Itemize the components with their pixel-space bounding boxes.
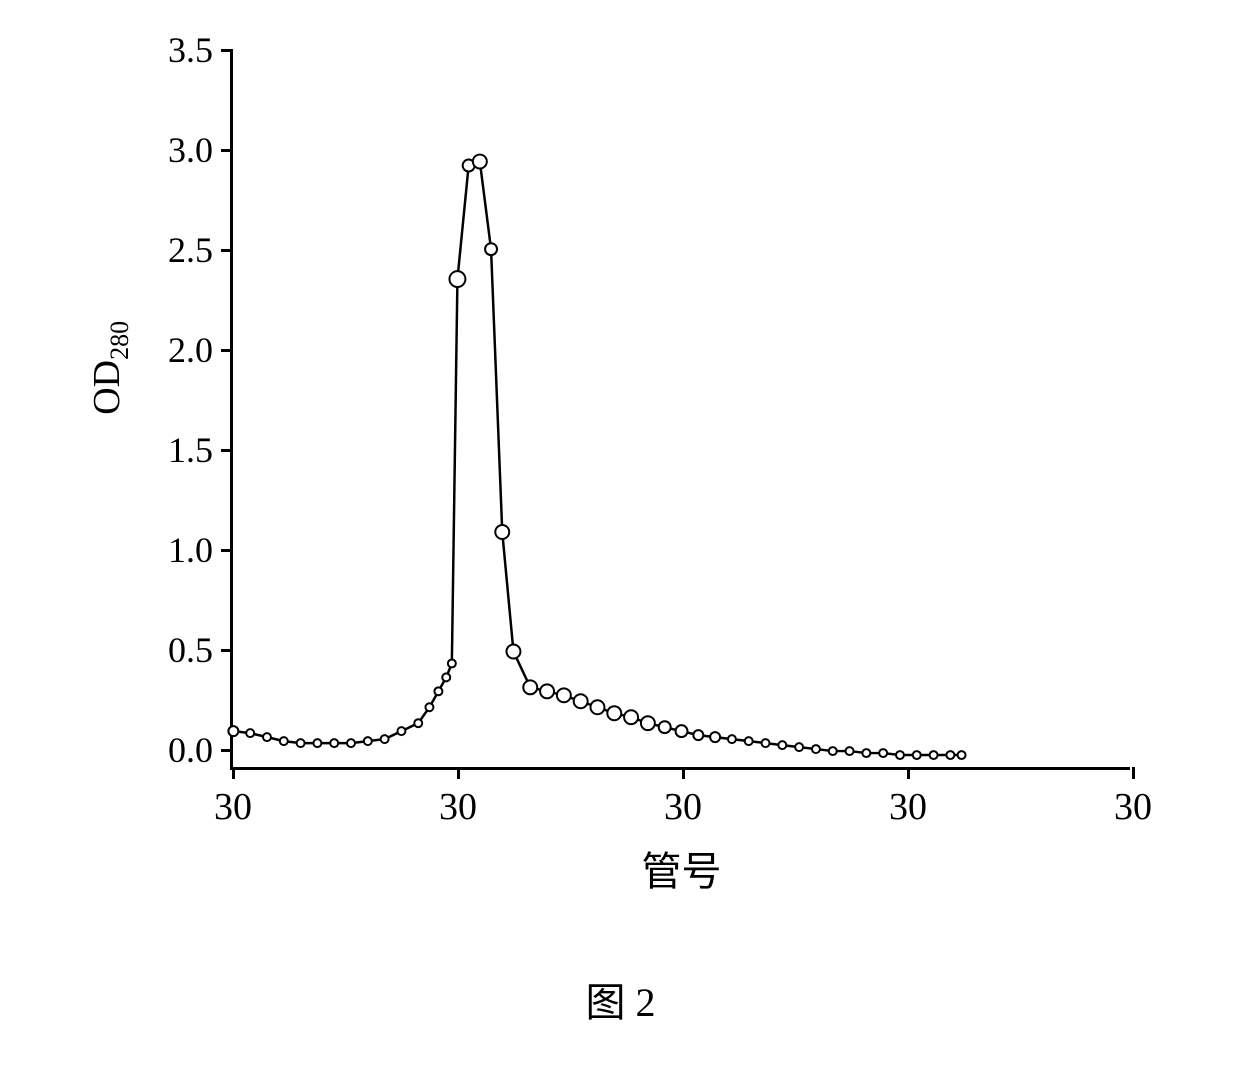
data-point xyxy=(448,659,456,667)
data-point xyxy=(624,710,638,724)
data-point xyxy=(297,739,305,747)
y-tick xyxy=(221,349,233,352)
data-point xyxy=(540,684,554,698)
y-tick xyxy=(221,49,233,52)
chart-svg xyxy=(233,50,1130,767)
data-point xyxy=(762,739,770,747)
y-tick xyxy=(221,749,233,752)
data-point xyxy=(641,716,655,730)
y-tick xyxy=(221,449,233,452)
data-point xyxy=(607,706,621,720)
data-point xyxy=(442,673,450,681)
data-point xyxy=(228,726,238,736)
data-point xyxy=(263,733,271,741)
y-tick xyxy=(221,649,233,652)
data-point xyxy=(659,721,671,733)
data-point xyxy=(495,525,509,539)
data-point xyxy=(313,739,321,747)
data-point xyxy=(574,694,588,708)
data-point xyxy=(425,703,433,711)
data-point xyxy=(795,743,803,751)
data-point xyxy=(745,737,753,745)
x-tick-label: 30 xyxy=(889,785,927,829)
y-tick-label: 1.0 xyxy=(168,529,213,571)
data-point xyxy=(381,735,389,743)
data-point xyxy=(862,749,870,757)
x-tick xyxy=(232,767,235,779)
data-point xyxy=(364,737,372,745)
data-point xyxy=(879,749,887,757)
data-point xyxy=(397,727,405,735)
x-tick xyxy=(457,767,460,779)
data-point xyxy=(449,271,465,287)
y-tick-label: 0.5 xyxy=(168,629,213,671)
y-tick xyxy=(221,549,233,552)
x-tick-label: 30 xyxy=(439,785,477,829)
data-point xyxy=(280,737,288,745)
data-point xyxy=(330,739,338,747)
data-point xyxy=(473,155,487,169)
y-tick xyxy=(221,249,233,252)
x-tick xyxy=(1132,767,1135,779)
data-point xyxy=(523,680,537,694)
data-point xyxy=(728,735,736,743)
y-tick xyxy=(221,149,233,152)
y-tick-label: 0.0 xyxy=(168,729,213,771)
data-point xyxy=(829,747,837,755)
y-tick-label: 2.0 xyxy=(168,329,213,371)
data-point xyxy=(485,243,497,255)
chart-container: OD280 管号 0.00.51.01.52.02.53.03.53030303… xyxy=(80,20,1180,870)
data-point xyxy=(778,741,786,749)
figure-label: 图 2 xyxy=(586,970,656,1028)
data-point xyxy=(676,725,688,737)
data-point xyxy=(347,739,355,747)
y-tick-label: 3.0 xyxy=(168,129,213,171)
data-point xyxy=(930,751,938,759)
data-point xyxy=(246,729,254,737)
data-point xyxy=(913,751,921,759)
y-tick-label: 1.5 xyxy=(168,429,213,471)
y-tick-label: 3.5 xyxy=(168,29,213,71)
data-point xyxy=(958,751,966,759)
x-tick xyxy=(907,767,910,779)
data-point xyxy=(812,745,820,753)
plot-area: 管号 0.00.51.01.52.02.53.03.53030303030 xyxy=(230,50,1130,770)
y-tick-label: 2.5 xyxy=(168,229,213,271)
series-line xyxy=(233,162,961,756)
x-tick-label: 30 xyxy=(214,785,252,829)
data-point xyxy=(414,719,422,727)
data-point xyxy=(846,747,854,755)
data-point xyxy=(506,645,520,659)
data-point xyxy=(946,751,954,759)
data-point xyxy=(896,751,904,759)
data-point xyxy=(693,730,703,740)
data-point xyxy=(710,732,720,742)
y-axis-title-main: OD xyxy=(86,360,128,415)
data-point xyxy=(591,700,605,714)
x-tick-label: 30 xyxy=(664,785,702,829)
x-tick xyxy=(682,767,685,779)
data-point xyxy=(434,687,442,695)
y-axis-title: OD280 xyxy=(85,321,135,415)
y-axis-title-sub: 280 xyxy=(105,321,134,360)
x-axis-title: 管号 xyxy=(642,839,722,897)
x-tick-label: 30 xyxy=(1114,785,1152,829)
data-point xyxy=(557,688,571,702)
